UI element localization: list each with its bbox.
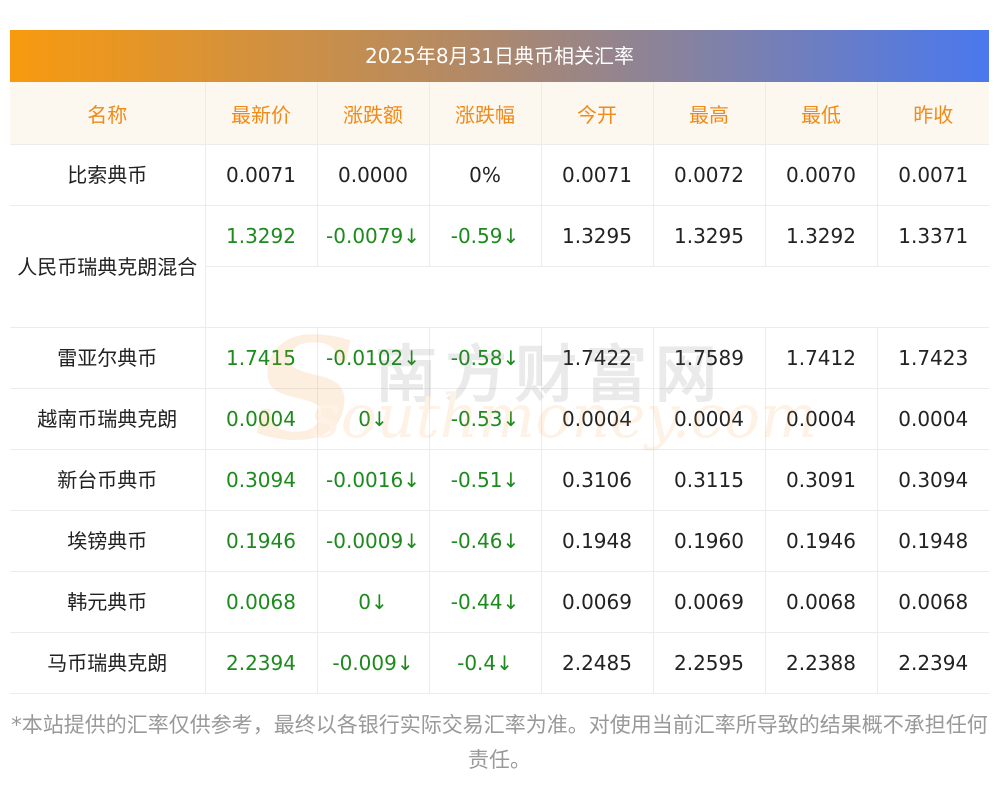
table-title: 2025年8月31日典币相关汇率 <box>10 30 989 82</box>
latest-price: 0.0004 <box>204 388 317 450</box>
low-price: 0.0068 <box>764 571 877 633</box>
currency-name: 新台币典币 <box>10 449 205 511</box>
prev-close: 0.0004 <box>876 388 989 450</box>
open-price: 1.7422 <box>540 327 653 389</box>
header-latest: 最新价 <box>204 82 317 145</box>
empty-cell <box>204 266 989 328</box>
change-amount: -0.0079↓ <box>316 205 429 267</box>
prev-close: 1.7423 <box>876 327 989 389</box>
change-percent: -0.51↓ <box>428 449 541 511</box>
low-price: 2.2388 <box>764 632 877 694</box>
change-percent: -0.46↓ <box>428 510 541 572</box>
table-row-continuation <box>10 266 989 328</box>
table-row: 雷亚尔典币 1.7415 -0.0102↓ -0.58↓ 1.7422 1.75… <box>10 327 989 389</box>
open-price: 1.3295 <box>540 205 653 267</box>
prev-close: 0.1948 <box>876 510 989 572</box>
latest-price: 2.2394 <box>204 632 317 694</box>
currency-name: 雷亚尔典币 <box>10 327 205 389</box>
prev-close: 0.0071 <box>876 144 989 206</box>
header-low: 最低 <box>764 82 877 145</box>
high-price: 1.7589 <box>652 327 765 389</box>
open-price: 0.0069 <box>540 571 653 633</box>
table-row: 比索典币 0.0071 0.0000 0% 0.0071 0.0072 0.00… <box>10 144 989 206</box>
change-amount: 0↓ <box>316 388 429 450</box>
currency-name: 埃镑典币 <box>10 510 205 572</box>
header-change-pct: 涨跌幅 <box>428 82 541 145</box>
change-percent: -0.44↓ <box>428 571 541 633</box>
rates-panel: 2025年8月31日典币相关汇率 名称 最新价 涨跌额 涨跌幅 今开 最高 最低… <box>10 30 989 694</box>
low-price: 1.7412 <box>764 327 877 389</box>
high-price: 0.0004 <box>652 388 765 450</box>
low-price: 1.3292 <box>764 205 877 267</box>
change-percent: -0.58↓ <box>428 327 541 389</box>
prev-close: 0.0068 <box>876 571 989 633</box>
header-open: 今开 <box>540 82 653 145</box>
low-price: 0.3091 <box>764 449 877 511</box>
table-row: 越南币瑞典克朗 0.0004 0↓ -0.53↓ 0.0004 0.0004 0… <box>10 388 989 450</box>
header-high: 最高 <box>652 82 765 145</box>
latest-price: 0.0071 <box>204 144 317 206</box>
high-price: 0.3115 <box>652 449 765 511</box>
header-name: 名称 <box>10 82 205 145</box>
currency-name: 人民币瑞典克朗混合 <box>10 205 205 328</box>
change-amount: -0.0102↓ <box>316 327 429 389</box>
change-amount: -0.0009↓ <box>316 510 429 572</box>
change-amount: 0.0000 <box>316 144 429 206</box>
currency-name: 比索典币 <box>10 144 205 206</box>
change-amount: -0.009↓ <box>316 632 429 694</box>
open-price: 2.2485 <box>540 632 653 694</box>
currency-name: 韩元典币 <box>10 571 205 633</box>
high-price: 0.0072 <box>652 144 765 206</box>
header-row: 名称 最新价 涨跌额 涨跌幅 今开 最高 最低 昨收 <box>10 82 989 145</box>
open-price: 0.1948 <box>540 510 653 572</box>
high-price: 0.1960 <box>652 510 765 572</box>
prev-close: 1.3371 <box>876 205 989 267</box>
latest-price: 0.3094 <box>204 449 317 511</box>
rates-table: 名称 最新价 涨跌额 涨跌幅 今开 最高 最低 昨收 比索典币 0.0071 0… <box>10 82 989 694</box>
high-price: 2.2595 <box>652 632 765 694</box>
open-price: 0.0071 <box>540 144 653 206</box>
prev-close: 2.2394 <box>876 632 989 694</box>
table-row: 埃镑典币 0.1946 -0.0009↓ -0.46↓ 0.1948 0.196… <box>10 510 989 572</box>
change-amount: -0.0016↓ <box>316 449 429 511</box>
change-percent: -0.59↓ <box>428 205 541 267</box>
latest-price: 0.1946 <box>204 510 317 572</box>
latest-price: 1.3292 <box>204 205 317 267</box>
change-percent: -0.4↓ <box>428 632 541 694</box>
disclaimer-note: *本站提供的汇率仅供参考，最终以各银行实际交易汇率为准。对使用当前汇率所导致的结… <box>11 713 988 772</box>
header-change: 涨跌额 <box>316 82 429 145</box>
low-price: 0.0004 <box>764 388 877 450</box>
table-row: 人民币瑞典克朗混合 1.3292 -0.0079↓ -0.59↓ 1.3295 … <box>10 205 989 328</box>
table-row: 韩元典币 0.0068 0↓ -0.44↓ 0.0069 0.0069 0.00… <box>10 571 989 633</box>
prev-close: 0.3094 <box>876 449 989 511</box>
currency-name: 马币瑞典克朗 <box>10 632 205 694</box>
change-percent: 0% <box>428 144 541 206</box>
table-row: 新台币典币 0.3094 -0.0016↓ -0.51↓ 0.3106 0.31… <box>10 449 989 511</box>
currency-name: 越南币瑞典克朗 <box>10 388 205 450</box>
latest-price: 0.0068 <box>204 571 317 633</box>
high-price: 0.0069 <box>652 571 765 633</box>
latest-price: 1.7415 <box>204 327 317 389</box>
open-price: 0.3106 <box>540 449 653 511</box>
open-price: 0.0004 <box>540 388 653 450</box>
high-price: 1.3295 <box>652 205 765 267</box>
change-amount: 0↓ <box>316 571 429 633</box>
low-price: 0.1946 <box>764 510 877 572</box>
low-price: 0.0070 <box>764 144 877 206</box>
header-prev-close: 昨收 <box>876 82 989 145</box>
table-row: 马币瑞典克朗 2.2394 -0.009↓ -0.4↓ 2.2485 2.259… <box>10 632 989 694</box>
change-percent: -0.53↓ <box>428 388 541 450</box>
